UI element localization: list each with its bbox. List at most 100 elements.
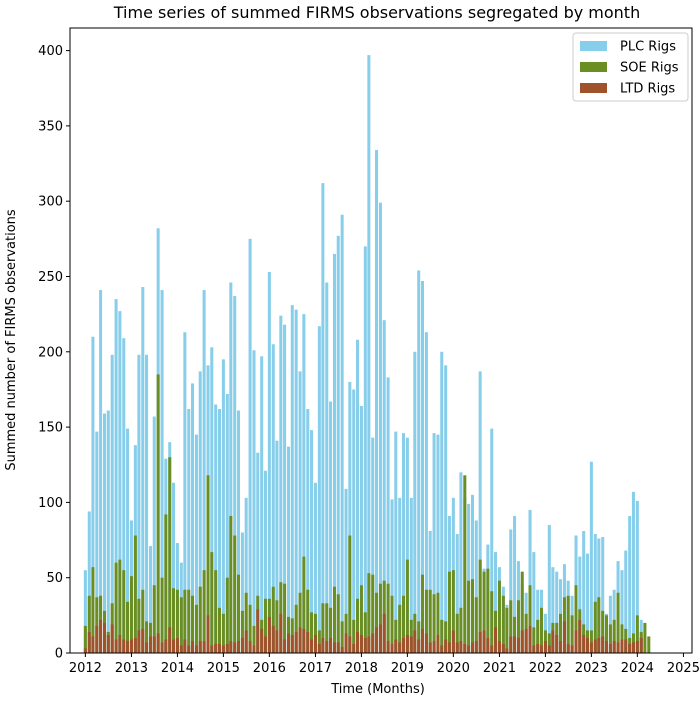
y-tick-label: 300 [38,195,63,210]
bar [520,571,524,653]
bar [497,640,501,653]
bar [260,628,264,653]
bar [172,482,176,653]
bar [375,627,379,653]
bar [126,640,130,653]
bar [252,350,256,653]
bar [356,598,360,653]
bar [191,595,195,653]
bar [137,630,141,653]
bar [604,615,608,653]
bar [87,631,91,653]
bar [570,615,574,653]
bar [329,637,333,653]
bar [547,645,551,653]
bar [240,610,244,653]
bar [470,642,474,653]
y-tick-label: 250 [38,270,63,285]
bar [83,625,87,653]
y-axis-label: Summed number of FIRMS observations [4,209,19,471]
bar [133,535,137,653]
bar [164,639,168,653]
bar [394,619,398,653]
bar [271,344,275,653]
bar [260,356,264,653]
bar [574,630,578,653]
bar [639,637,643,653]
bar [244,497,248,653]
bar [133,637,137,653]
bar [210,347,214,653]
bar [236,574,241,653]
bar [367,573,371,653]
bar [482,630,486,653]
bar [467,580,471,653]
bar [344,633,348,653]
bar [298,627,302,653]
bar [191,640,195,653]
y-tick-label: 150 [38,421,63,436]
bar [551,567,555,653]
bar [95,431,99,653]
bar [566,595,570,653]
bar [528,585,532,653]
x-tick-label: 2025 [667,661,700,676]
bar [417,621,421,653]
bar [329,607,333,653]
bar [597,637,601,653]
bar [474,597,478,653]
bar [440,619,444,653]
bar [566,643,570,653]
bar [175,589,179,653]
bar [509,600,513,653]
bar [233,535,237,653]
bar [378,624,382,653]
bar [436,634,440,653]
bar [390,643,394,653]
bar [87,595,91,653]
bar [156,374,160,653]
bar [283,583,287,653]
bar [286,633,291,653]
bar [444,621,448,653]
bar [593,601,597,653]
bar [359,585,363,653]
bar [172,588,176,653]
bar [604,640,608,653]
bar [371,574,375,653]
bar [152,636,156,653]
bar [520,630,524,653]
bar [160,290,164,653]
bar [302,556,306,653]
bar [494,552,498,653]
bar [394,639,398,653]
bar [332,586,336,653]
bar [428,642,432,653]
bar [290,634,294,653]
bar [608,595,612,653]
x-axis-label: Time (Months) [330,682,425,697]
bar [263,470,267,653]
bar [340,214,344,653]
bar [356,631,360,653]
bar [348,535,352,653]
bar [317,326,321,653]
bar [467,645,471,653]
bar [409,497,413,653]
bar [589,642,593,653]
x-tick-label: 2015 [207,661,240,676]
bar [424,589,428,653]
bar [616,592,620,653]
y-tick-label: 350 [38,119,63,134]
bar [352,389,356,653]
bar [283,324,287,653]
bar [455,642,459,653]
bar [172,639,176,653]
bar [240,532,244,653]
bar [279,613,283,653]
bar [631,491,635,653]
bar [294,631,298,653]
bar [187,589,191,653]
axes-layer: 0 50 100 150 200 250 300 350 400 2012 2013 2014 2015… [38,27,700,676]
bar [160,642,164,653]
